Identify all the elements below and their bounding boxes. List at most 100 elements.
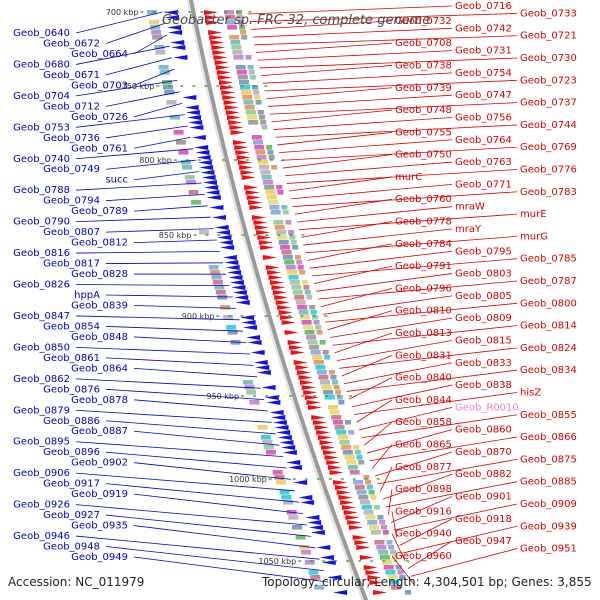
cog-block-edge — [338, 400, 345, 405]
cog-block-edge — [344, 420, 351, 425]
cog-block-edge — [292, 245, 299, 250]
cog-block-outer-right — [381, 560, 392, 565]
forward-gene — [363, 565, 378, 570]
cog-block-edge — [324, 355, 331, 360]
reverse-gene — [209, 205, 224, 210]
right-gene-label: Geob_0723 — [520, 75, 577, 86]
reverse-gene — [298, 495, 313, 500]
right-connector — [282, 154, 393, 169]
cog-block-outer-left — [155, 50, 166, 55]
right-gene-label: Geob_0870 — [455, 447, 512, 458]
left-connector — [75, 535, 320, 560]
forward-gene — [359, 555, 374, 560]
reverse-gene — [214, 225, 229, 230]
left-connector — [75, 378, 261, 389]
cog-block-outer-right — [342, 450, 353, 455]
right-gene-label: Geob_0858 — [395, 417, 452, 428]
left-connector — [133, 34, 168, 55]
reverse-gene — [227, 270, 242, 275]
right-gene-label: Geob_0756 — [455, 112, 512, 123]
cog-block-outer-left — [150, 25, 161, 30]
right-connector — [294, 198, 393, 215]
right-connector — [290, 183, 453, 200]
forward-gene — [271, 285, 286, 290]
cog-block-outer-left — [220, 305, 231, 310]
left-gene-label: Geob_0671 — [43, 70, 100, 81]
kbp-tick-label: 950 kbp — [206, 392, 239, 401]
cog-block-outer-right — [230, 40, 241, 45]
cog-block-outer-left — [308, 570, 319, 575]
reverse-gene — [255, 365, 270, 370]
right-connector — [361, 414, 518, 439]
cog-block-edge — [319, 340, 326, 345]
right-connector — [391, 555, 415, 585]
right-gene-label: Geob_0840 — [395, 373, 452, 384]
cog-block-outer-right — [277, 235, 288, 240]
kbp-tick-label: 1000 kbp — [229, 475, 267, 484]
cog-block-edge — [328, 370, 335, 375]
genome-backbone — [186, 0, 369, 600]
cog-block-outer-left — [274, 475, 285, 480]
cog-block-outer-right — [224, 10, 235, 15]
cog-block-outer-left — [175, 140, 186, 145]
cog-block-edge — [276, 185, 283, 190]
cog-block-outer-left — [159, 70, 170, 75]
cog-block-outer-left — [164, 90, 175, 95]
cog-block-outer-left — [163, 85, 174, 90]
right-gene-label: Geob_0795 — [455, 246, 512, 257]
cog-block-edge — [309, 305, 316, 310]
reverse-gene — [197, 160, 212, 165]
cog-block-edge — [260, 120, 267, 125]
cog-block-edge — [261, 125, 268, 130]
cog-block-outer-left — [292, 525, 303, 530]
left-gene-label: Geob_0935 — [71, 521, 128, 532]
reverse-gene — [321, 560, 336, 565]
reverse-gene — [327, 575, 342, 580]
left-gene-label: Geob_0816 — [13, 248, 70, 259]
forward-gene — [228, 120, 243, 125]
cog-block-outer-right — [376, 545, 387, 550]
left-connector — [105, 194, 205, 202]
forward-gene — [256, 230, 271, 235]
left-gene-label: Geob_0761 — [71, 143, 128, 154]
cog-block-outer-right — [329, 410, 340, 415]
cog-block-outer-right — [233, 55, 244, 60]
cog-block-edge — [285, 220, 292, 225]
reverse-gene — [202, 180, 217, 185]
cog-block-outer-right — [225, 15, 236, 20]
left-gene-label: hppA — [74, 290, 100, 301]
cog-block-outer-right — [341, 445, 352, 450]
left-gene-label: Geob_0949 — [71, 552, 128, 563]
cog-block-outer-left — [180, 160, 191, 165]
reverse-gene — [279, 440, 294, 445]
forward-gene — [221, 90, 236, 95]
cog-block-outer-left — [257, 425, 268, 430]
left-gene-label: Geob_0861 — [43, 353, 100, 364]
left-connector — [105, 91, 180, 107]
right-connector — [275, 124, 518, 138]
cog-block-outer-right — [365, 515, 376, 520]
cog-block-outer-left — [283, 500, 294, 505]
left-gene-label: Geob_0826 — [13, 280, 70, 291]
forward-gene — [322, 450, 337, 455]
left-connector — [75, 504, 308, 526]
reverse-gene — [276, 430, 291, 435]
cog-block-outer-right — [268, 200, 279, 205]
forward-gene — [209, 35, 224, 40]
left-connector — [75, 284, 230, 286]
cog-block-edge — [247, 65, 254, 70]
reverse-gene — [171, 45, 186, 50]
forward-gene — [293, 360, 308, 365]
right-gene-label: Geob_0800 — [520, 298, 577, 309]
cog-block-edge — [363, 475, 370, 480]
forward-gene — [301, 385, 316, 390]
forward-gene — [206, 20, 221, 25]
forward-gene — [367, 575, 382, 580]
kbp-tick-label: 850 kbp — [159, 231, 192, 240]
right-gene-label: hisZ — [520, 387, 541, 398]
cog-block-outer-right — [321, 385, 332, 390]
right-connector — [346, 369, 518, 392]
left-connector — [133, 462, 291, 480]
reverse-gene — [220, 245, 235, 250]
cog-block-outer-right — [284, 260, 295, 265]
